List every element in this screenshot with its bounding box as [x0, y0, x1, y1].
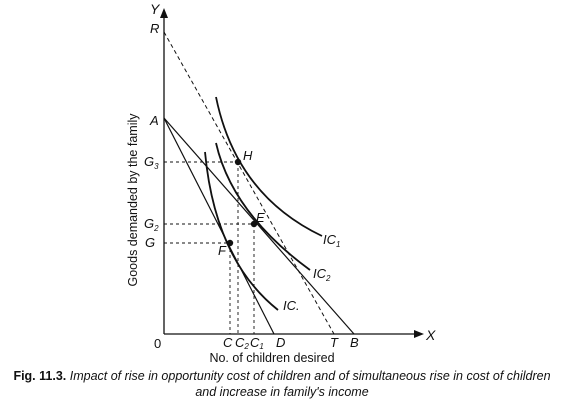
y-axis-arrow — [160, 8, 168, 18]
point-H-marker — [234, 158, 242, 166]
curve-IC1 — [215, 96, 323, 237]
label-G3-main: G — [144, 154, 154, 169]
label-C1: C1 — [250, 335, 264, 351]
curve-IC — [204, 151, 279, 311]
label-B: B — [350, 335, 359, 350]
label-G3-sub: 3 — [154, 162, 159, 171]
label-IC2: IC2 — [313, 266, 331, 283]
label-C1-main: C — [250, 335, 260, 350]
point-F-label: F — [218, 243, 227, 258]
caption-figure-number: Fig. 11.3. — [13, 369, 67, 383]
label-IC: IC. — [283, 298, 300, 313]
label-T: T — [330, 335, 339, 350]
point-F-marker — [226, 239, 234, 247]
label-G2-main: G — [144, 216, 154, 231]
label-G2: G2 — [144, 216, 159, 233]
budget-line-AB — [163, 117, 355, 335]
guide-lines — [164, 161, 255, 334]
budget-lines — [163, 31, 355, 335]
x-axis-title: No. of children desired — [209, 351, 334, 365]
label-C1-sub: 1 — [259, 342, 263, 351]
x-axis-arrow — [414, 330, 424, 338]
label-A: A — [149, 113, 159, 128]
axes — [163, 12, 420, 335]
caption-line-1: Fig. 11.3. Impact of rise in opportunity… — [4, 368, 560, 384]
curve-IC2 — [215, 142, 311, 271]
y-axis-title: Goods demanded by the family — [126, 113, 140, 287]
label-IC1: IC1 — [323, 232, 340, 249]
figure-caption: Fig. 11.3. Impact of rise in opportunity… — [4, 368, 560, 400]
label-IC1-main: IC — [323, 232, 337, 247]
caption-line-2: and increase in family's income — [195, 385, 369, 399]
label-IC1-sub: 1 — [336, 240, 340, 249]
label-D: D — [276, 335, 285, 350]
point-H-label: H — [243, 148, 253, 163]
origin-label: 0 — [154, 336, 161, 351]
y-axis-letter: Y — [150, 1, 161, 17]
label-C2-sub: 2 — [243, 342, 249, 351]
budget-line-AD — [163, 117, 275, 335]
label-G3: G3 — [144, 154, 159, 171]
label-G2-sub: 2 — [153, 224, 159, 233]
point-E-label: E — [256, 210, 265, 225]
label-C: C — [223, 335, 233, 350]
label-C2-main: C — [235, 335, 245, 350]
label-G: G — [145, 235, 155, 250]
label-IC2-sub: 2 — [325, 274, 331, 283]
caption-text-1: Impact of rise in opportunity cost of ch… — [69, 369, 551, 383]
label-C2: C2 — [235, 335, 249, 351]
label-IC2-main: IC — [313, 266, 327, 281]
x-axis-letter: X — [425, 327, 436, 343]
budget-line-RT — [163, 31, 335, 335]
label-R: R — [150, 21, 159, 36]
point-E-marker — [250, 220, 258, 228]
